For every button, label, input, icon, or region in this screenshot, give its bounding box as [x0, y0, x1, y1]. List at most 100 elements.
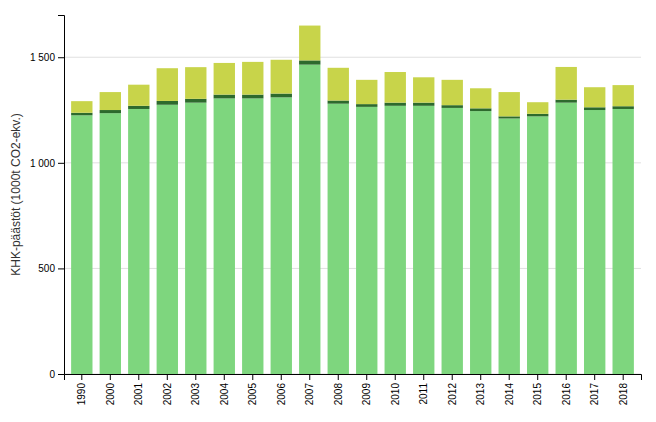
y-axis-title: KHK-päästöt (1000t CO2-ekv.) — [9, 113, 23, 276]
tick-label: 2003 — [190, 383, 201, 406]
tick: 2015 — [532, 374, 543, 405]
tick: 2009 — [361, 374, 372, 405]
grid-line — [64, 268, 641, 269]
bar — [442, 80, 463, 105]
tick-label: 2004 — [219, 383, 230, 406]
tick-mark — [81, 374, 82, 380]
bar — [442, 108, 463, 374]
axis-line — [65, 375, 642, 381]
tick-label: 1 500 — [30, 52, 55, 63]
tick-label: 2000 — [105, 383, 116, 406]
bar — [499, 92, 520, 116]
tick-mark — [566, 374, 567, 380]
bar — [613, 85, 634, 106]
bar — [242, 62, 263, 95]
bar — [328, 68, 349, 101]
bars — [71, 26, 634, 374]
bar — [299, 65, 320, 374]
tick-label: 2016 — [561, 383, 572, 406]
tick-mark — [110, 374, 111, 380]
bar — [71, 101, 92, 113]
bar — [527, 102, 548, 114]
bar — [214, 63, 235, 95]
tick-mark — [395, 374, 396, 380]
tick-label: 2012 — [447, 383, 458, 406]
tick: 2004 — [219, 374, 230, 405]
bar — [185, 67, 206, 99]
tick: 1990 — [76, 374, 87, 405]
bar — [271, 94, 292, 98]
plot: 0 500 1 000 1 500 1990 2000 2001 2002 2003 2004 20… — [30, 16, 642, 406]
tick-mark — [309, 374, 310, 380]
tick: 2012 — [447, 374, 458, 405]
bar-series — [71, 60, 634, 118]
bar — [442, 105, 463, 108]
bar — [613, 109, 634, 374]
tick-label: 500 — [38, 263, 55, 274]
bar — [356, 104, 377, 107]
grid — [64, 57, 641, 374]
bar — [271, 97, 292, 374]
tick-mark — [537, 374, 538, 380]
bar — [214, 98, 235, 374]
bar — [242, 95, 263, 99]
tick-label: 2001 — [133, 383, 144, 406]
tick-mark — [281, 374, 282, 380]
bar — [299, 26, 320, 61]
tick: 500 — [38, 263, 64, 274]
bar — [71, 113, 92, 116]
tick-mark — [509, 374, 510, 380]
tick-label: 1 000 — [30, 158, 55, 169]
bar — [128, 85, 149, 106]
grid-line — [64, 162, 641, 163]
bar — [328, 104, 349, 374]
x-axis: 1990200020012002200320042005200620072008… — [65, 374, 642, 405]
bar — [527, 116, 548, 374]
tick-mark — [58, 57, 64, 58]
bar — [328, 101, 349, 104]
tick-mark — [423, 374, 424, 380]
bar — [157, 68, 178, 101]
tick: 2006 — [276, 374, 287, 405]
bar — [385, 72, 406, 103]
tick: 2005 — [247, 374, 258, 405]
tick: 2000 — [105, 374, 116, 405]
bar — [299, 60, 320, 64]
bar — [413, 77, 434, 102]
tick: 1 500 — [30, 52, 64, 63]
tick: 2008 — [333, 374, 344, 405]
bar — [556, 100, 577, 103]
bar-series — [71, 26, 634, 117]
tick: 2002 — [162, 374, 173, 405]
bar — [584, 110, 605, 374]
tick-label: 2015 — [532, 383, 543, 406]
bar — [413, 106, 434, 374]
tick-label: 1990 — [76, 383, 87, 406]
bar — [214, 95, 235, 99]
tick: 2003 — [190, 374, 201, 405]
tick-label: 2008 — [333, 383, 344, 406]
tick-label: 2006 — [276, 383, 287, 406]
bar — [413, 103, 434, 106]
bar — [385, 103, 406, 106]
bar — [556, 103, 577, 374]
tick-mark — [623, 374, 624, 380]
tick: 2014 — [504, 374, 515, 405]
bar — [185, 103, 206, 374]
bar — [613, 106, 634, 109]
tick-label: 2011 — [418, 383, 429, 405]
bar — [242, 98, 263, 374]
bar — [128, 109, 149, 374]
tick-mark — [480, 374, 481, 380]
tick-label: 0 — [49, 369, 55, 380]
bar — [356, 80, 377, 104]
tick: 2013 — [475, 374, 486, 405]
tick: 2018 — [618, 374, 629, 405]
bar — [271, 60, 292, 94]
bar — [527, 114, 548, 117]
tick-mark — [58, 374, 64, 375]
tick: 2016 — [561, 374, 572, 405]
bar — [157, 105, 178, 374]
bar — [499, 118, 520, 374]
bar — [584, 87, 605, 107]
